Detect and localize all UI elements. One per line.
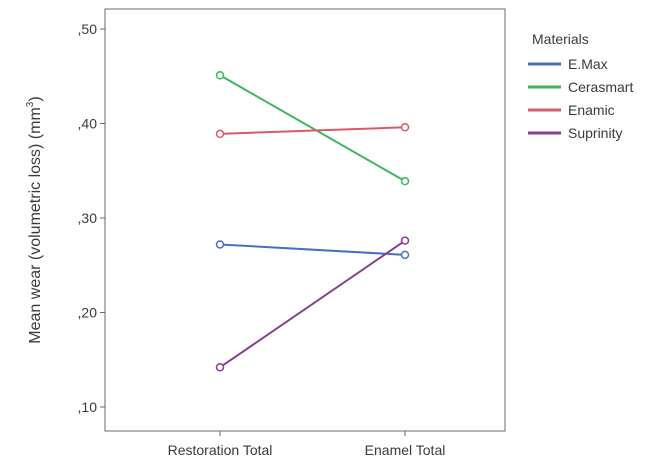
data-point	[400, 236, 410, 245]
series-line-e-max	[219, 243, 406, 256]
y-tick-label: ,20	[78, 305, 98, 321]
data-point	[400, 123, 410, 132]
legend-item-label: Suprinity	[568, 125, 622, 141]
legend: Materials E.Max Cerasmart Enamic Suprinity	[528, 31, 633, 141]
data-point	[215, 363, 225, 372]
legend-item-label: E.Max	[568, 56, 608, 72]
legend-item-label: Cerasmart	[568, 79, 633, 95]
series-lines	[219, 74, 406, 369]
y-tick-label: ,30	[78, 210, 98, 226]
y-tick-label: ,50	[78, 21, 98, 37]
data-point	[215, 129, 225, 139]
data-point	[400, 176, 410, 186]
data-point	[215, 240, 225, 249]
y-axis-title: Mean wear (volumetric loss) (mm3)	[25, 96, 44, 343]
series-points	[215, 71, 410, 372]
x-axis: Restoration Total Enamel Total	[168, 431, 446, 458]
x-tick-label: Enamel Total	[365, 442, 446, 458]
series-line-suprinity	[219, 239, 406, 369]
data-point	[215, 71, 225, 80]
series-line-cerasmart	[219, 74, 406, 183]
y-axis-title-main: Mean wear (volumetric loss) (mm	[27, 107, 44, 343]
y-tick-label: ,10	[78, 399, 98, 415]
y-axis-title-end: )	[27, 96, 44, 101]
y-axis: ,10 ,20 ,30 ,40 ,50	[78, 9, 106, 431]
x-tick-label: Restoration Total	[168, 442, 273, 458]
plot-area	[104, 8, 506, 432]
data-point	[400, 250, 410, 260]
legend-item-label: Enamic	[568, 102, 615, 118]
y-tick-label: ,40	[78, 116, 98, 132]
y-axis-title-sup: 3	[25, 101, 36, 107]
series-line-enamic	[219, 126, 406, 135]
legend-title: Materials	[532, 31, 589, 47]
